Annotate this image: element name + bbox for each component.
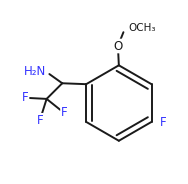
Text: OCH₃: OCH₃ <box>128 23 155 33</box>
Text: F: F <box>61 106 67 119</box>
Text: O: O <box>113 40 123 52</box>
Text: H₂N: H₂N <box>24 65 46 78</box>
Text: F: F <box>37 114 43 127</box>
Text: F: F <box>22 91 29 105</box>
Text: F: F <box>160 116 166 129</box>
